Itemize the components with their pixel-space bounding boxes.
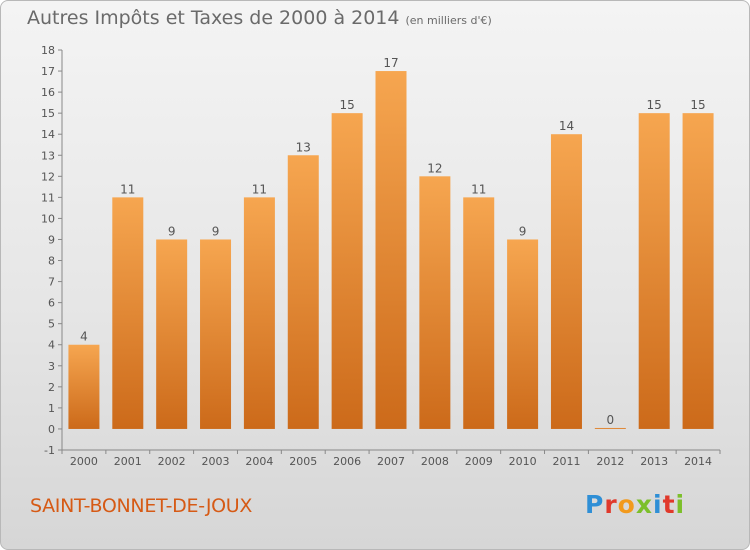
- data-label-2010: 9: [519, 224, 527, 238]
- data-label-2006: 15: [339, 98, 354, 112]
- bar-2000: [68, 344, 100, 429]
- logo-letter: r: [604, 490, 618, 519]
- bar-2012: [594, 427, 626, 429]
- data-label-2005: 13: [296, 140, 311, 154]
- x-tick-label: 2009: [465, 455, 493, 468]
- bar-2002: [156, 239, 188, 429]
- data-label-2003: 9: [212, 224, 220, 238]
- x-tick-label: 2007: [377, 455, 405, 468]
- y-tick-label: 3: [48, 360, 55, 373]
- data-label-2014: 15: [690, 98, 705, 112]
- data-label-2008: 12: [427, 161, 442, 175]
- y-tick-label: 1: [48, 402, 55, 415]
- x-tick-label: 2001: [114, 455, 142, 468]
- data-label-2009: 11: [471, 182, 486, 196]
- title-text: Autres Impôts et Taxes de 2000 à 2014: [27, 7, 400, 29]
- data-label-2011: 14: [559, 119, 574, 133]
- bar-2014: [682, 113, 714, 429]
- y-tick-label: 16: [41, 86, 55, 99]
- x-tick-label: 2000: [70, 455, 98, 468]
- x-tick-label: 2003: [202, 455, 230, 468]
- x-tick-label: 2010: [509, 455, 537, 468]
- y-tick-label: 14: [41, 128, 55, 141]
- data-label-2000: 4: [80, 330, 88, 344]
- logo-letter: P: [585, 490, 605, 519]
- x-tick-label: 2006: [333, 455, 361, 468]
- logo-letter: i: [675, 490, 686, 519]
- bar-2011: [550, 134, 582, 429]
- logo-letter: i: [653, 490, 663, 519]
- data-labels: 4 11 9 9 11 13 15 17 12 11 9 14 0 15 15: [80, 56, 706, 427]
- y-tick-label: 13: [41, 149, 55, 162]
- y-tick-label: -1: [44, 444, 55, 457]
- bar-2005: [287, 155, 319, 429]
- y-tick-label: 0: [48, 423, 55, 436]
- data-label-2013: 15: [647, 98, 662, 112]
- bars: [68, 71, 714, 429]
- x-tick-label: 2004: [245, 455, 273, 468]
- x-tick-label: 2014: [684, 455, 712, 468]
- logo-letter: x: [635, 490, 653, 519]
- y-tick-label: 7: [48, 276, 55, 289]
- x-tick-label: 2005: [289, 455, 317, 468]
- x-tick-label: 2002: [158, 455, 186, 468]
- x-tick-label: 2013: [640, 455, 668, 468]
- y-tick-label: 18: [41, 44, 55, 57]
- x-tick-label: 2008: [421, 455, 449, 468]
- y-tick-label: 12: [41, 170, 55, 183]
- chart-title: Autres Impôts et Taxes de 2000 à 2014 (en…: [27, 7, 492, 29]
- y-tick-label: 5: [48, 318, 55, 331]
- title-unit: (en milliers d'€): [405, 14, 492, 27]
- bar-2008: [419, 176, 451, 429]
- bar-2013: [638, 113, 670, 429]
- y-tick-label: 9: [48, 233, 55, 246]
- y-tick-label: 8: [48, 255, 55, 268]
- y-tick-label: 4: [48, 339, 55, 352]
- data-label-2012: 0: [607, 413, 615, 427]
- logo-letter: o: [617, 490, 636, 519]
- data-label-2007: 17: [383, 56, 398, 70]
- proxiti-logo: Proxiti: [585, 490, 685, 519]
- bar-2001: [112, 197, 144, 429]
- bar-2010: [507, 239, 539, 429]
- y-tick-label: 10: [41, 212, 55, 225]
- data-label-2002: 9: [168, 224, 176, 238]
- bar-2006: [331, 113, 363, 429]
- bar-2007: [375, 71, 407, 429]
- y-tick-label: 17: [41, 65, 55, 78]
- x-tick-label: 2012: [596, 455, 624, 468]
- commune-name: SAINT-BONNET-DE-JOUX: [30, 495, 253, 517]
- logo-letter: t: [662, 490, 676, 519]
- x-tick-label: 2011: [552, 455, 580, 468]
- bar-2004: [243, 197, 275, 429]
- bar-2003: [200, 239, 232, 429]
- data-label-2004: 11: [252, 182, 267, 196]
- bar-2009: [463, 197, 495, 429]
- data-label-2001: 11: [120, 182, 135, 196]
- y-tick-label: 2: [48, 381, 55, 394]
- y-tick-label: 11: [41, 191, 55, 204]
- y-tick-label: 6: [48, 297, 55, 310]
- y-tick-label: 15: [41, 107, 55, 120]
